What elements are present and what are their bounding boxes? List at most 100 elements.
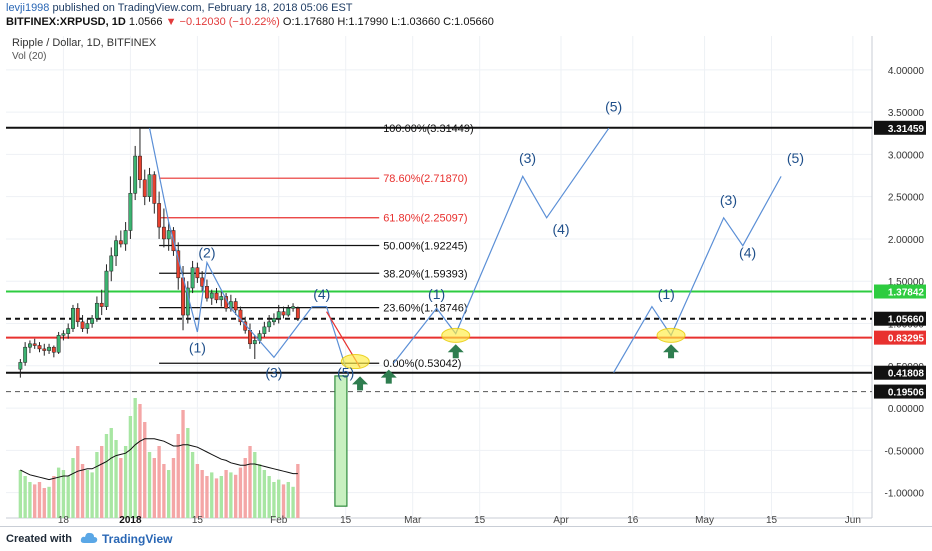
- volume-bar: [104, 434, 109, 518]
- author-link[interactable]: levji1998: [6, 2, 50, 14]
- wave-label: (3): [265, 365, 282, 381]
- volume-bar: [152, 458, 156, 518]
- volume-bar: [286, 482, 290, 518]
- publish-info: levji1998 published on TradingView.com, …: [6, 2, 353, 14]
- y-tick-label: 2.00000: [888, 235, 925, 246]
- x-tick-label: 16: [627, 515, 639, 526]
- volume-bar: [85, 470, 90, 518]
- volume-bar: [200, 470, 204, 518]
- up-arrow-icon: [447, 344, 464, 359]
- candle-body: [147, 174, 152, 197]
- candle-body: [42, 348, 47, 351]
- volume-bar: [210, 472, 214, 518]
- price-axis: 4.00000 3.50000 3.00000 2.50000 2.00000 1.500…: [874, 66, 926, 500]
- wave-label: (3): [720, 192, 737, 208]
- elliott-wave-path: [148, 128, 347, 368]
- volume-bar: [143, 422, 147, 518]
- candle-body: [32, 343, 37, 346]
- projection-bar: [334, 375, 348, 507]
- candle-body: [128, 193, 133, 231]
- volume-bar: [80, 464, 85, 518]
- highlight-marker: [340, 354, 370, 370]
- volume-bar: [47, 486, 51, 518]
- candle-body: [114, 240, 118, 257]
- tradingview-brand[interactable]: TradingView: [102, 532, 173, 546]
- candle-body: [138, 155, 142, 181]
- up-arrow-icon: [352, 376, 369, 391]
- elliott-wave-path: [393, 127, 610, 364]
- volume-bar: [248, 446, 252, 518]
- volume-bar: [243, 458, 247, 518]
- volume-bar: [176, 434, 180, 518]
- fib-level-label: 23.60%(1.18746): [383, 303, 467, 315]
- wave-paths: [148, 127, 782, 373]
- last-price: 1.0566: [128, 16, 163, 28]
- volume-bar: [219, 476, 223, 518]
- candle-body: [133, 155, 138, 194]
- volume-bar: [257, 464, 262, 518]
- candle-body: [85, 323, 90, 329]
- wave-label: (5): [605, 98, 622, 114]
- candlesticks: [18, 128, 300, 378]
- y-tick-label: 2.50000: [888, 193, 925, 204]
- volume-bar: [28, 482, 32, 518]
- volume-bar: [181, 410, 185, 518]
- wave-label: (4): [552, 221, 569, 237]
- candle-body: [27, 343, 32, 348]
- x-tick-label: 15: [766, 515, 778, 526]
- volume-bar: [100, 446, 104, 518]
- chart-legend-title: Ripple / Dollar, 1D, BITFINEX: [12, 37, 157, 49]
- candle-body: [267, 321, 272, 328]
- volume-bar: [90, 472, 94, 518]
- candle-body: [166, 230, 171, 240]
- wave-label: (1): [658, 286, 675, 302]
- price-chart[interactable]: 100.00%(3.31449) 78.60%(2.71870) 61.80%(2.…: [0, 30, 932, 526]
- price-label: 0.41808: [888, 369, 925, 380]
- highlight-marker: [656, 327, 686, 343]
- candle-body: [104, 270, 109, 307]
- candle-body: [238, 309, 243, 323]
- created-with-label: Created with: [6, 533, 73, 545]
- candle-body: [219, 296, 224, 301]
- volume-bar: [56, 467, 61, 518]
- time-axis: 18 2018 15 Feb 15 Mar 15 Apr 16 May 15 Jun: [58, 515, 861, 526]
- volume-bar: [37, 482, 42, 518]
- volume-bar: [147, 452, 152, 518]
- symbol-name: BITFINEX:XRPUSD, 1D: [6, 16, 126, 28]
- footer: Created with TradingView: [0, 526, 932, 551]
- candle-body: [233, 301, 238, 311]
- wave-label: (3): [519, 150, 536, 166]
- candle-body: [214, 292, 219, 301]
- volume-legend: Vol (20): [12, 51, 46, 62]
- volume-bar: [18, 470, 23, 518]
- horizontal-lines: [6, 126, 872, 393]
- volume-bar: [128, 416, 133, 518]
- y-tick-label: 4.00000: [888, 66, 925, 77]
- volume-bar: [277, 479, 281, 518]
- x-tick-label: 2018: [119, 515, 142, 526]
- candle-body: [272, 318, 276, 323]
- volume-bars: [18, 398, 300, 518]
- candle-body: [142, 179, 147, 197]
- volume-bar: [109, 428, 113, 518]
- y-tick-label: 1.50000: [888, 277, 925, 288]
- candle-body: [66, 328, 71, 334]
- price-label-box: [874, 330, 926, 345]
- candle-body: [75, 308, 80, 323]
- y-tick-label: -1.00000: [885, 489, 925, 500]
- y-tick-label: 3.50000: [888, 108, 925, 119]
- volume-bar: [95, 452, 99, 518]
- price-label-box: [874, 365, 926, 380]
- published-text: published on TradingView.com, February 1…: [52, 2, 353, 14]
- x-tick-label: Jun: [845, 515, 861, 526]
- volume-bar: [233, 474, 238, 518]
- x-tick-label: 15: [192, 515, 204, 526]
- volume-bar: [157, 446, 161, 518]
- candle-body: [37, 345, 42, 350]
- candle-body: [252, 340, 257, 345]
- volume-bar: [238, 467, 243, 518]
- x-tick-label: 18: [58, 515, 70, 526]
- volume-bar: [61, 470, 66, 518]
- volume-bar: [133, 398, 137, 518]
- volume-bar: [66, 476, 70, 518]
